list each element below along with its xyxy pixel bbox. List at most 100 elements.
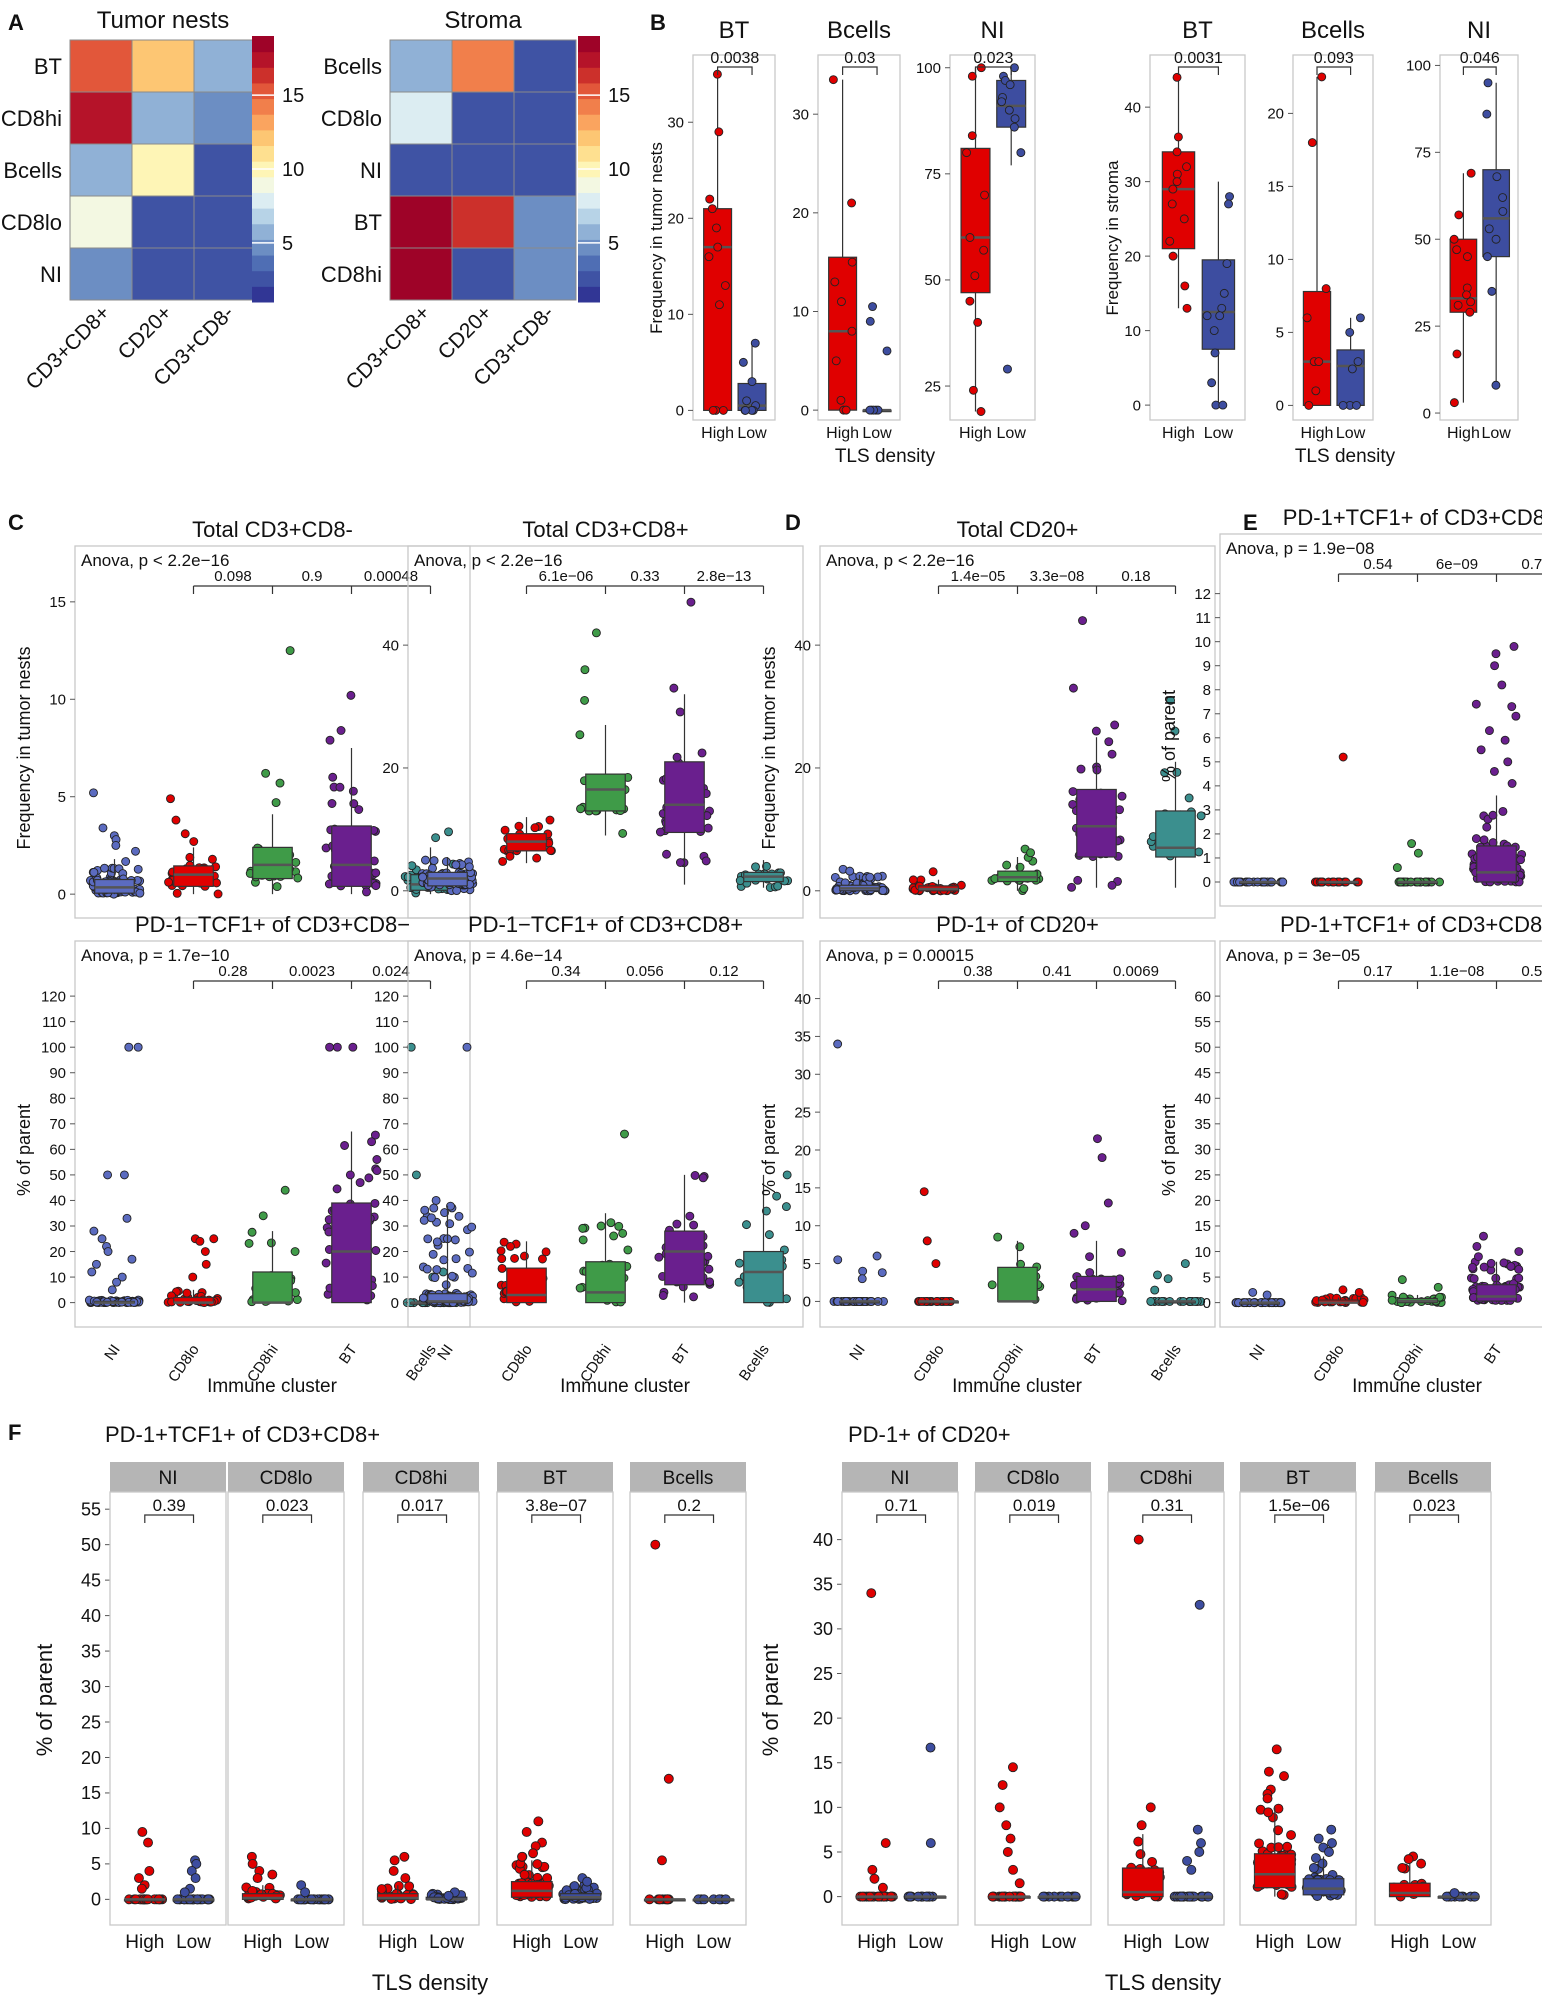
y-tick-label: 5 — [803, 1256, 811, 1273]
data-point — [1026, 848, 1036, 858]
data-point — [1324, 1847, 1334, 1857]
data-point — [420, 1205, 430, 1215]
data-point — [1507, 779, 1517, 788]
data-point — [428, 1249, 438, 1259]
colorbar-segment — [578, 239, 600, 256]
data-point — [1073, 875, 1083, 885]
data-point — [421, 855, 430, 865]
data-point — [718, 405, 728, 415]
data-point — [685, 1211, 695, 1221]
y-tick-label: 50 — [81, 1535, 101, 1555]
data-point — [1167, 199, 1177, 209]
data-point — [1498, 806, 1508, 816]
facet-strip-label: Bcells — [1408, 1468, 1459, 1489]
data-point — [686, 597, 696, 607]
y-tick-label: 60 — [382, 1142, 399, 1159]
data-point — [440, 1208, 449, 1218]
p-value: 0.098 — [214, 568, 252, 585]
cluster-CD8hi-box — [585, 773, 626, 812]
data-point — [865, 872, 875, 882]
group-High-box — [1388, 1882, 1431, 1898]
data-point — [751, 862, 760, 872]
p-value: 0.71 — [885, 1496, 918, 1515]
data-point — [431, 833, 441, 843]
data-point — [103, 1170, 113, 1180]
anova-label: Anova, p = 3e−05 — [1226, 946, 1360, 965]
heatmap-cell — [131, 143, 195, 197]
facet-strip-label: CD8lo — [260, 1468, 313, 1489]
p-value: 0.54 — [1363, 556, 1392, 573]
data-point — [1004, 105, 1014, 115]
heatmap-cell — [389, 91, 453, 145]
data-point — [1469, 1274, 1479, 1284]
data-point — [432, 1265, 442, 1275]
data-point — [1103, 1198, 1113, 1208]
data-point — [364, 1173, 374, 1183]
data-point — [1085, 1252, 1095, 1262]
heatmap-col-label: CD3+CD8+ — [342, 301, 435, 394]
data-point — [1449, 234, 1459, 244]
facet-frame — [974, 1491, 1092, 1926]
data-point — [538, 1254, 547, 1264]
x-tick-label: Bcells — [736, 1342, 773, 1385]
facet-strip-label: NI — [159, 1468, 178, 1489]
y-tick-label: 10 — [49, 692, 66, 709]
x-tick-label: High — [378, 1932, 417, 1953]
x-tick-label: Low — [737, 425, 767, 442]
data-point — [1498, 206, 1508, 216]
x-tick-label: BT — [1081, 1342, 1106, 1367]
data-point — [418, 1293, 428, 1303]
y-tick-label: 100 — [1406, 58, 1431, 75]
y-tick-label: 40 — [49, 1193, 66, 1210]
x-tick-label: Low — [908, 1932, 943, 1953]
data-point — [1078, 616, 1087, 626]
y-tick-label: 3 — [1203, 802, 1211, 819]
data-point — [137, 1827, 148, 1837]
group-High-box — [1302, 290, 1332, 406]
y-tick-label: 75 — [1414, 145, 1431, 162]
p-value: 0.17 — [1363, 963, 1392, 980]
y-tick-label: 40 — [1124, 99, 1141, 116]
y-tick-label: 25 — [794, 1104, 811, 1121]
data-point — [654, 1252, 664, 1262]
data-point — [690, 1171, 700, 1180]
data-point — [1476, 745, 1486, 755]
data-point — [675, 707, 685, 717]
p-value: 0.017 — [401, 1496, 444, 1515]
data-point — [1005, 80, 1015, 90]
data-point — [742, 396, 752, 406]
y-tick-label: 10 — [49, 1269, 66, 1286]
data-point — [499, 1237, 509, 1247]
p-value: 0.39 — [153, 1496, 186, 1515]
heatmap-cell — [389, 39, 453, 93]
data-point — [773, 881, 783, 891]
p-bracket — [262, 1514, 313, 1523]
data-point — [1016, 148, 1026, 158]
group-High-box — [241, 1893, 284, 1900]
cluster-BT-box — [664, 761, 705, 834]
data-point — [1273, 1825, 1284, 1836]
heatmap-cell — [69, 143, 133, 197]
data-point — [747, 377, 757, 387]
facet-frame — [629, 1491, 747, 1926]
data-point — [335, 782, 345, 792]
data-point — [1007, 1762, 1018, 1773]
p-value: 3.3e−08 — [1030, 568, 1085, 585]
data-point — [244, 1238, 254, 1248]
data-point — [1498, 193, 1508, 202]
p-bracket — [1142, 1514, 1193, 1523]
p-bracket — [842, 66, 878, 75]
data-point — [1192, 1824, 1203, 1835]
data-point — [1194, 1599, 1205, 1610]
x-tick-label: High — [512, 1932, 551, 1953]
data-point — [1503, 757, 1513, 767]
data-point — [1254, 1838, 1265, 1849]
data-point — [441, 1280, 451, 1290]
y-tick-label: 50 — [1414, 231, 1431, 248]
heatmap-cell — [69, 39, 133, 93]
x-axis-label: TLS density — [835, 446, 936, 467]
y-tick-label: 40 — [794, 637, 811, 654]
y-tick-label: 10 — [1194, 1244, 1211, 1261]
panel-title-E-2: PD-1+TCF1+ of CD3+CD8+ — [1280, 912, 1542, 937]
y-axis-label: Frequency in tumor nests — [759, 646, 779, 849]
